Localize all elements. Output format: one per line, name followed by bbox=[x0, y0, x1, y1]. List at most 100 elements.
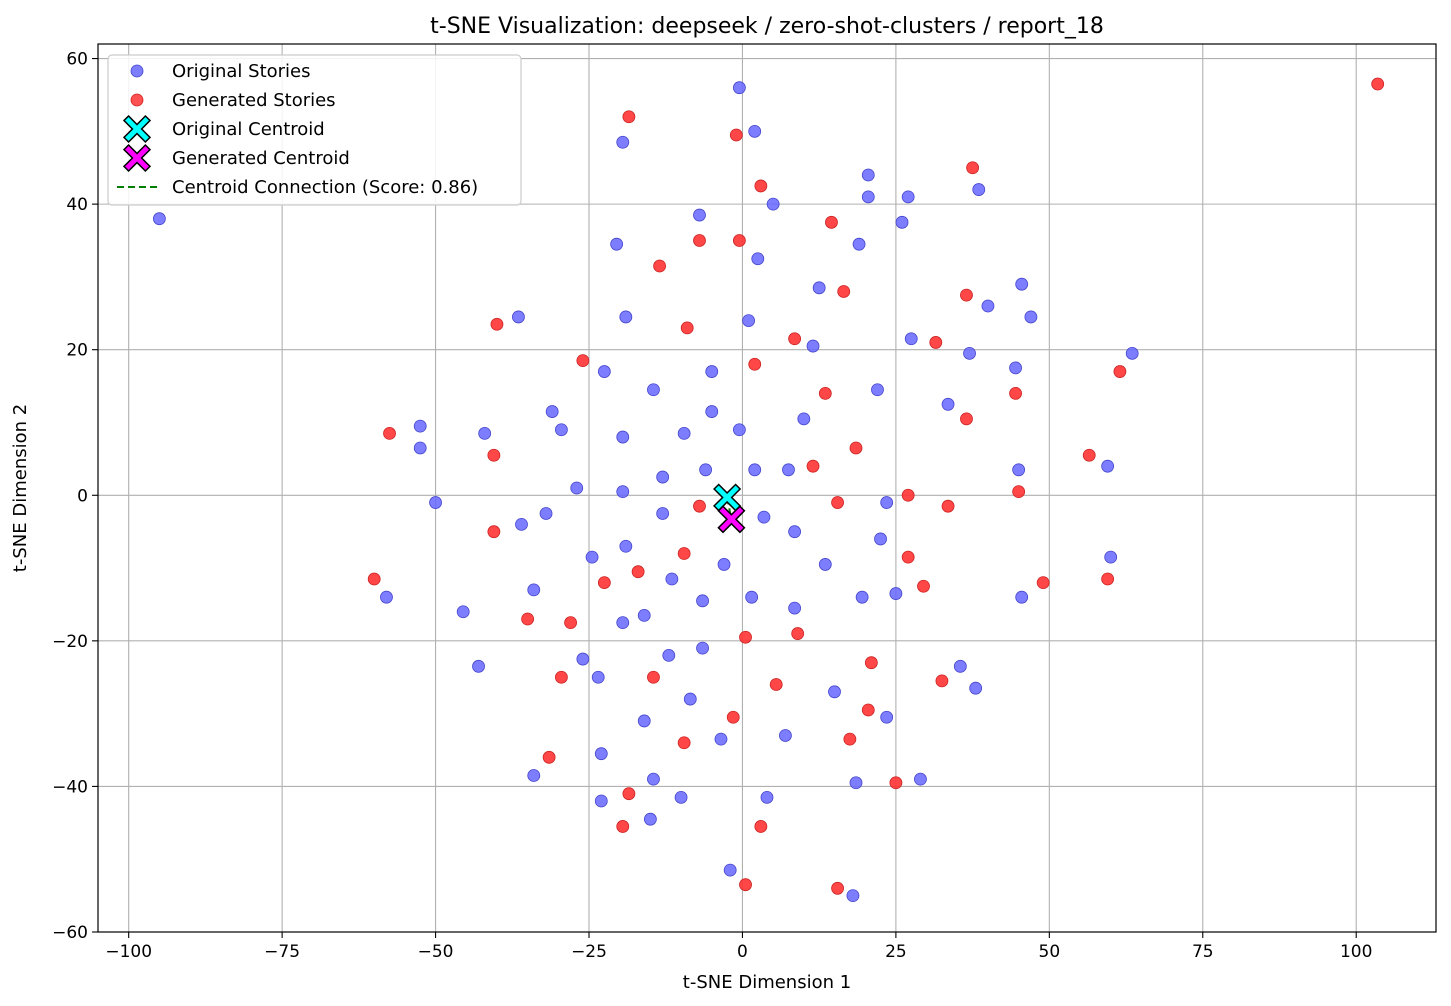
original-story-point bbox=[963, 346, 976, 360]
generated-story-point bbox=[554, 670, 568, 684]
original-story-point bbox=[637, 714, 651, 728]
generated-story-point bbox=[739, 878, 752, 892]
generated-stories-series bbox=[367, 77, 1385, 895]
generated-story-point bbox=[831, 496, 844, 509]
original-story-point bbox=[539, 507, 553, 520]
original-story-point bbox=[594, 747, 608, 761]
original-story-point bbox=[812, 281, 826, 295]
x-tick-label: 75 bbox=[1192, 942, 1214, 962]
legend-original-centroid-swatch bbox=[122, 114, 152, 144]
x-tick-label: −100 bbox=[105, 942, 152, 962]
original-story-point bbox=[757, 510, 771, 524]
generated-story-point bbox=[367, 572, 381, 586]
x-tick-label: 100 bbox=[1340, 942, 1372, 962]
original-story-point bbox=[683, 692, 697, 706]
legend-original-centroid-label: Original Centroid bbox=[172, 119, 325, 140]
original-story-point bbox=[751, 252, 765, 266]
original-story-point bbox=[981, 299, 995, 313]
generated-story-point bbox=[622, 110, 636, 124]
generated-story-point bbox=[487, 525, 501, 539]
generated-story-point bbox=[861, 703, 875, 717]
original-story-point bbox=[1015, 590, 1029, 604]
generated-story-point bbox=[901, 488, 915, 502]
original-story-point bbox=[594, 794, 608, 808]
generated-story-point bbox=[901, 550, 915, 564]
y-tick-label: 60 bbox=[66, 50, 88, 70]
original-story-point bbox=[1015, 277, 1029, 291]
original-story-point bbox=[953, 659, 967, 673]
original-story-point bbox=[828, 685, 841, 699]
generated-story-point bbox=[647, 670, 660, 684]
legend-generated-centroid-swatch bbox=[122, 143, 152, 173]
original-story-point bbox=[788, 601, 802, 615]
x-tick-label: −75 bbox=[264, 942, 300, 962]
generated-centroid-marker bbox=[717, 505, 746, 534]
x-tick-label: −50 bbox=[418, 942, 454, 962]
generated-story-point bbox=[754, 820, 768, 833]
original-story-point bbox=[619, 539, 633, 553]
original-story-point bbox=[696, 641, 709, 655]
original-story-point bbox=[527, 769, 541, 782]
original-story-point bbox=[852, 237, 866, 251]
original-story-point bbox=[855, 590, 869, 604]
original-story-point bbox=[693, 208, 706, 222]
original-story-point bbox=[616, 430, 630, 444]
y-tick-label: 0 bbox=[77, 486, 88, 506]
generated-story-point bbox=[693, 234, 706, 247]
original-story-point bbox=[610, 237, 624, 251]
original-story-point bbox=[874, 532, 887, 546]
original-story-point bbox=[665, 572, 679, 586]
original-story-point bbox=[647, 383, 660, 397]
original-story-point bbox=[714, 732, 728, 746]
generated-story-point bbox=[831, 881, 844, 895]
generated-story-point bbox=[825, 215, 838, 229]
original-story-point bbox=[880, 496, 894, 509]
original-story-point bbox=[717, 558, 731, 571]
generated-story-point bbox=[788, 332, 802, 346]
original-centroid-marker bbox=[713, 483, 742, 512]
original-story-point bbox=[732, 81, 746, 95]
generated-story-point bbox=[693, 499, 706, 513]
legend-generated-centroid-label: Generated Centroid bbox=[172, 148, 350, 169]
original-story-point bbox=[515, 517, 528, 531]
original-story-point bbox=[656, 470, 670, 484]
generated-story-point bbox=[1082, 448, 1096, 462]
original-story-point bbox=[861, 190, 875, 204]
legend-generated-stories-label: Generated Stories bbox=[172, 90, 336, 111]
original-story-point bbox=[766, 197, 780, 211]
generated-story-point bbox=[729, 128, 743, 142]
generated-story-point bbox=[806, 459, 820, 473]
original-story-point bbox=[705, 405, 719, 418]
y-tick-label: −60 bbox=[52, 923, 88, 943]
generated-story-point bbox=[653, 259, 666, 273]
legend: Original Stories Generated Stories Origina… bbox=[107, 54, 522, 206]
generated-story-point bbox=[597, 576, 611, 590]
y-tick-label: −20 bbox=[52, 632, 88, 652]
generated-story-point bbox=[941, 499, 955, 513]
original-story-point bbox=[972, 183, 986, 196]
y-tick-label: −40 bbox=[52, 777, 88, 797]
original-story-point bbox=[846, 889, 860, 903]
generated-story-point bbox=[616, 820, 630, 833]
original-story-point bbox=[806, 339, 820, 353]
generated-story-point bbox=[631, 565, 645, 579]
axis-ticks: −100 −75 −50 −25 0 25 50 75 100 −60 −40 −20 0 20 40 60 bbox=[52, 50, 1372, 962]
original-story-point bbox=[570, 481, 584, 495]
original-story-point bbox=[914, 772, 927, 786]
original-story-point bbox=[788, 525, 802, 539]
generated-story-point bbox=[521, 612, 535, 626]
original-story-point bbox=[619, 310, 633, 324]
original-story-point bbox=[1009, 361, 1022, 375]
generated-story-point bbox=[1009, 386, 1022, 400]
original-story-point bbox=[478, 427, 492, 440]
original-story-point bbox=[1104, 550, 1118, 564]
generated-story-point bbox=[739, 630, 752, 644]
generated-story-point bbox=[677, 736, 691, 750]
generated-story-point bbox=[1101, 572, 1115, 586]
generated-story-point bbox=[791, 627, 805, 640]
original-story-point bbox=[380, 590, 393, 604]
generated-story-point bbox=[769, 678, 783, 691]
generated-story-point bbox=[960, 412, 973, 426]
original-story-point bbox=[696, 594, 709, 608]
x-axis-label: t-SNE Dimension 1 bbox=[683, 972, 851, 993]
